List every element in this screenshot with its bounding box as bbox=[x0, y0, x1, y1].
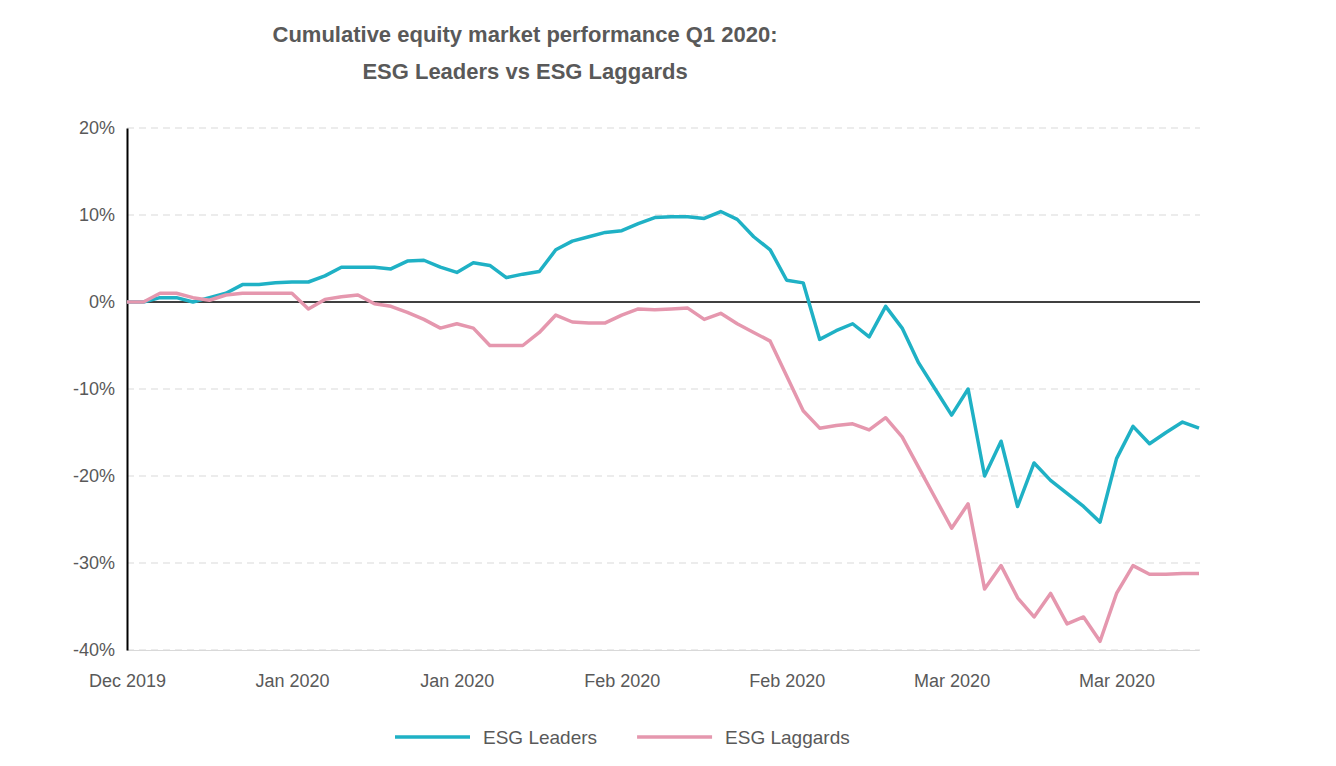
y-tick-label: -20% bbox=[73, 466, 115, 486]
series-line bbox=[127, 212, 1199, 523]
grid bbox=[127, 128, 1200, 650]
x-tick-label: Jan 2020 bbox=[420, 671, 494, 691]
y-tick-label: 20% bbox=[79, 118, 115, 138]
x-tick: Feb 2020 bbox=[584, 650, 660, 691]
x-tick: Feb 2020 bbox=[749, 650, 825, 691]
legend-item: ESG Leaders bbox=[395, 727, 597, 748]
y-axis-line bbox=[127, 129, 129, 651]
series-line bbox=[127, 293, 1199, 641]
x-tick-label: Mar 2020 bbox=[1079, 671, 1155, 691]
y-tick: -30% bbox=[73, 553, 127, 573]
y-axis: -40% -30% -20% -10% 0% 10% 20% bbox=[73, 118, 128, 660]
y-tick: 10% bbox=[79, 205, 127, 225]
grid-line bbox=[127, 475, 1200, 476]
grid-line bbox=[127, 388, 1200, 389]
x-axis-line bbox=[128, 650, 1200, 651]
legend-item: ESG Laggards bbox=[637, 727, 850, 748]
x-axis: Dec 2019 Jan 2020 Jan 2020 Feb 2020 Feb 2020… bbox=[89, 650, 1200, 691]
y-tick: 0% bbox=[89, 292, 127, 312]
x-tick-label: Feb 2020 bbox=[584, 671, 660, 691]
legend-label: ESG Leaders bbox=[483, 727, 597, 748]
grid-line bbox=[127, 649, 1200, 650]
grid-line bbox=[127, 562, 1200, 563]
y-tick-label: 0% bbox=[89, 292, 115, 312]
legend-swatch bbox=[637, 735, 712, 739]
grid-line bbox=[127, 127, 1200, 128]
x-tick: Jan 2020 bbox=[420, 650, 494, 691]
zero-line bbox=[127, 301, 1200, 303]
legend: ESG Leaders ESG Laggards bbox=[395, 727, 850, 748]
y-tick-label: -10% bbox=[73, 379, 115, 399]
y-tick-label: -30% bbox=[73, 553, 115, 573]
legend-swatch bbox=[395, 735, 470, 739]
title: Cumulative equity market performance Q1 … bbox=[273, 22, 778, 47]
plot-area bbox=[127, 212, 1199, 642]
y-tick-label: 10% bbox=[79, 205, 115, 225]
y-tick-label: -40% bbox=[73, 640, 115, 660]
y-tick: -40% bbox=[73, 640, 127, 660]
x-tick: Jan 2020 bbox=[255, 650, 329, 691]
y-tick: 20% bbox=[79, 118, 127, 138]
x-tick: Mar 2020 bbox=[1079, 650, 1155, 691]
chart: Cumulative equity market performance Q1 … bbox=[0, 0, 1336, 766]
x-tick-label: Jan 2020 bbox=[255, 671, 329, 691]
y-tick: -20% bbox=[73, 466, 127, 486]
legend-label: ESG Laggards bbox=[725, 727, 850, 748]
x-tick: Mar 2020 bbox=[914, 650, 990, 691]
y-tick: -10% bbox=[73, 379, 127, 399]
x-tick-label: Dec 2019 bbox=[89, 671, 166, 691]
x-tick-label: Feb 2020 bbox=[749, 671, 825, 691]
title: ESG Leaders vs ESG Laggards bbox=[362, 59, 687, 84]
x-tick-label: Mar 2020 bbox=[914, 671, 990, 691]
